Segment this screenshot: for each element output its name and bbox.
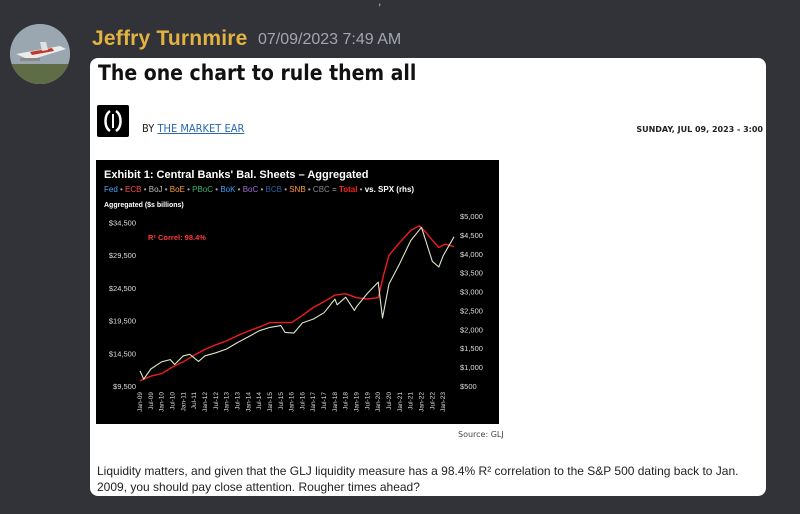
article-title[interactable]: The one chart to rule them all <box>98 61 417 85</box>
series-line-spx <box>139 226 455 380</box>
chart-legend: Fed • ECB • BoJ • BoE • PBoC • BoK • BoC… <box>104 185 414 194</box>
x-tick-label: Jan-14 <box>245 392 252 412</box>
x-tick-label: Jul-21 <box>408 392 415 410</box>
left-tick-label: $9,500 <box>113 382 136 391</box>
legend-separator: • <box>163 185 170 194</box>
legend-separator: • <box>357 185 364 194</box>
legend-entry: BoC <box>243 185 259 194</box>
legend-separator: • <box>235 185 242 194</box>
x-tick-label: Jan-20 <box>375 392 382 412</box>
series-line-total <box>139 225 455 382</box>
right-tick-label: $500 <box>460 382 477 391</box>
x-tick-label: Jan-09 <box>137 392 144 412</box>
right-tick-label: $5,000 <box>460 212 483 221</box>
legend-separator: • <box>258 185 265 194</box>
publisher-logo <box>97 105 129 137</box>
legend-entry: BoJ <box>149 185 163 194</box>
left-tick-label: $24,500 <box>109 284 136 293</box>
x-tick-label: Jan-21 <box>397 392 404 412</box>
legend-separator: • <box>282 185 289 194</box>
x-tick-label: Jul-20 <box>386 392 393 410</box>
chart: Exhibit 1: Central Banks' Bal. Sheets – … <box>96 160 499 424</box>
avatar[interactable] <box>10 24 70 84</box>
left-tick-label: $34,500 <box>109 219 136 228</box>
x-tick-label: Jul-18 <box>343 392 350 410</box>
legend-separator: • <box>142 185 149 194</box>
x-tick-label: Jan-13 <box>224 392 231 412</box>
legend-entry: Fed <box>104 185 118 194</box>
legend-entry: Total <box>339 185 358 194</box>
x-tick-label: Jan-17 <box>310 392 317 412</box>
x-tick-label: Jan-15 <box>267 392 274 412</box>
byline-prefix: BY <box>142 122 155 135</box>
x-tick-label: Jul-22 <box>429 392 436 410</box>
previous-message-fragment: , <box>378 0 382 8</box>
legend-separator: = <box>330 185 339 194</box>
x-tick-label: Jul-15 <box>278 392 285 410</box>
x-tick-label: Jul-14 <box>256 392 263 410</box>
author-link[interactable]: THE MARKET EAR <box>157 122 245 135</box>
legend-separator: • <box>213 185 220 194</box>
x-tick-label: Jan-19 <box>354 392 361 412</box>
left-tick-label: $19,500 <box>109 317 136 326</box>
x-tick-label: Jan-16 <box>289 392 296 412</box>
right-tick-label: $1,500 <box>460 344 483 353</box>
right-tick-label: $2,000 <box>460 325 483 334</box>
legend-entry: ECB <box>125 185 141 194</box>
right-tick-label: $1,000 <box>460 363 483 372</box>
chart-annotation: R² Correl: 98.4% <box>148 233 206 242</box>
article-embed: The one chart to rule them all BY THE MA… <box>90 58 766 496</box>
x-tick-label: Jul-17 <box>321 392 328 410</box>
article-text: Liquidity matters, and given that the GL… <box>97 464 739 494</box>
x-tick-label: Jan-22 <box>419 392 426 412</box>
legend-entry: CBC <box>313 185 330 194</box>
byline: BY THE MARKET EAR <box>142 122 244 135</box>
right-tick-label: $4,500 <box>460 231 483 240</box>
x-tick-label: Jul-16 <box>299 392 306 410</box>
x-tick-label: Jul-19 <box>364 392 371 410</box>
legend-separator: • <box>118 185 125 194</box>
x-tick-label: Jul-13 <box>234 392 241 410</box>
right-tick-label: $3,000 <box>460 288 483 297</box>
x-tick-label: Jul-10 <box>169 392 176 410</box>
chart-ylabel: Aggregated ($s billions) <box>104 202 184 209</box>
legend-entry: SNB <box>289 185 305 194</box>
legend-separator: • <box>306 185 313 194</box>
chart-source: Source: GLJ <box>458 430 504 439</box>
username[interactable]: Jeffry Turnmire <box>92 27 248 50</box>
market-ear-logo-icon <box>104 109 122 133</box>
message-timestamp: 07/09/2023 7:49 AM <box>258 31 402 48</box>
right-tick-label: $2,500 <box>460 306 483 315</box>
x-tick-label: Jan-10 <box>159 392 166 412</box>
chart-svg: Exhibit 1: Central Banks' Bal. Sheets – … <box>104 169 483 412</box>
legend-entry: vs. SPX (rhs) <box>365 185 415 194</box>
x-tick-label: Jul-11 <box>191 392 198 410</box>
chart-title: Exhibit 1: Central Banks' Bal. Sheets – … <box>104 169 368 181</box>
left-tick-label: $29,500 <box>109 251 136 260</box>
x-tick-label: Jul-09 <box>148 392 155 410</box>
x-tick-label: Jan-12 <box>202 392 209 412</box>
right-tick-label: $3,500 <box>460 269 483 278</box>
right-tick-label: $4,000 <box>460 250 483 259</box>
legend-separator: • <box>185 185 192 194</box>
airplane-icon <box>10 24 70 84</box>
x-tick-label: Jan-18 <box>332 392 339 412</box>
legend-entry: PBoC <box>192 185 213 194</box>
x-tick-label: Jan-11 <box>180 392 187 412</box>
legend-entry: BoE <box>170 185 185 194</box>
legend-entry: BCB <box>266 185 282 194</box>
article-date: SUNDAY, JUL 09, 2023 - 3:00 <box>636 125 763 134</box>
x-tick-label: Jul-12 <box>213 392 220 410</box>
legend-entry: BoK <box>220 185 236 194</box>
x-tick-label: Jan-23 <box>440 392 447 412</box>
left-tick-label: $14,500 <box>109 349 136 358</box>
